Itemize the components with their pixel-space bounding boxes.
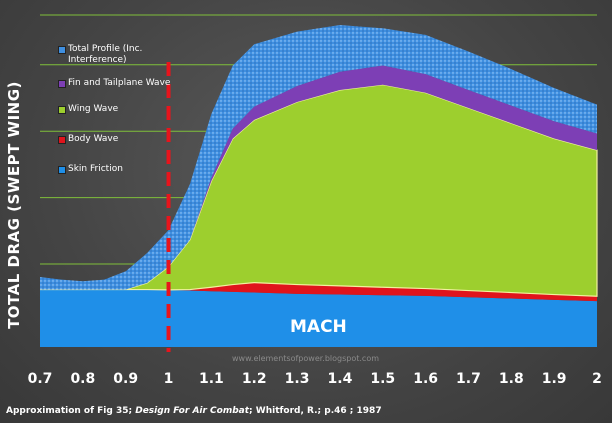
figure-caption: Approximation of Fig 35; Design For Air …	[6, 406, 382, 416]
series-total-profile-inc-interference	[40, 24, 597, 290]
x-tick-label: 1.1	[199, 371, 224, 387]
legend-swatch	[58, 80, 66, 88]
series-body-wave	[40, 282, 597, 302]
caption-prefix: Approximation of Fig 35;	[6, 406, 133, 416]
x-axis-label: MACH	[290, 317, 347, 337]
legend-label: Fin and Tailplane Wave	[68, 78, 171, 88]
legend-swatch	[58, 46, 66, 54]
y-axis-label: TOTAL DRAG (SWEPT WING)	[2, 81, 26, 329]
x-tick-label: 0.7	[28, 371, 53, 387]
caption-source: Design For Air Combat	[135, 406, 250, 416]
caption-suffix: ; Whitford, R.; p.46 ; 1987	[249, 406, 382, 416]
x-tick-labels: 0.7 0.8 0.9 1 1.1 1.2 1.3 1.4 1.5 1.6 1.7 1.8 1.9 2	[28, 371, 602, 387]
y-axis-label-text: TOTAL DRAG (SWEPT WING)	[5, 81, 23, 329]
legend-item: Fin and Tailplane Wave	[58, 78, 228, 89]
legend-label: Skin Friction	[68, 164, 123, 174]
x-tick-label: 1.5	[370, 371, 395, 387]
watermark: www.elementsofpower.blogspot.com	[232, 354, 380, 363]
legend-swatch	[58, 136, 66, 144]
legend-item: Skin Friction	[58, 164, 228, 175]
x-tick-label: 1.6	[413, 371, 438, 387]
legend-label: Total Profile (Inc. Interference)	[68, 44, 143, 65]
area-series	[40, 24, 598, 347]
x-tick-label: 1.3	[285, 371, 310, 387]
x-tick-label: 0.8	[70, 371, 95, 387]
x-tick-label: 0.9	[113, 371, 138, 387]
legend-item: Wing Wave	[58, 104, 228, 115]
legend-swatch	[58, 166, 66, 174]
x-tick-label: 1.8	[499, 371, 524, 387]
x-tick-label: 1.2	[242, 371, 267, 387]
legend-label: Body Wave	[68, 134, 119, 144]
series-skin-friction	[40, 289, 597, 347]
legend-item: Body Wave	[58, 134, 228, 145]
legend-label: Wing Wave	[68, 104, 119, 114]
legend-item: Total Profile (Inc. Interference)	[58, 44, 178, 66]
x-tick-label: 1	[164, 371, 174, 387]
x-tick-label: 1.9	[542, 371, 567, 387]
x-tick-label: 1.7	[456, 371, 481, 387]
x-tick-label: 2	[592, 371, 602, 387]
legend-swatch	[58, 106, 66, 114]
x-tick-label: 1.4	[328, 371, 353, 387]
